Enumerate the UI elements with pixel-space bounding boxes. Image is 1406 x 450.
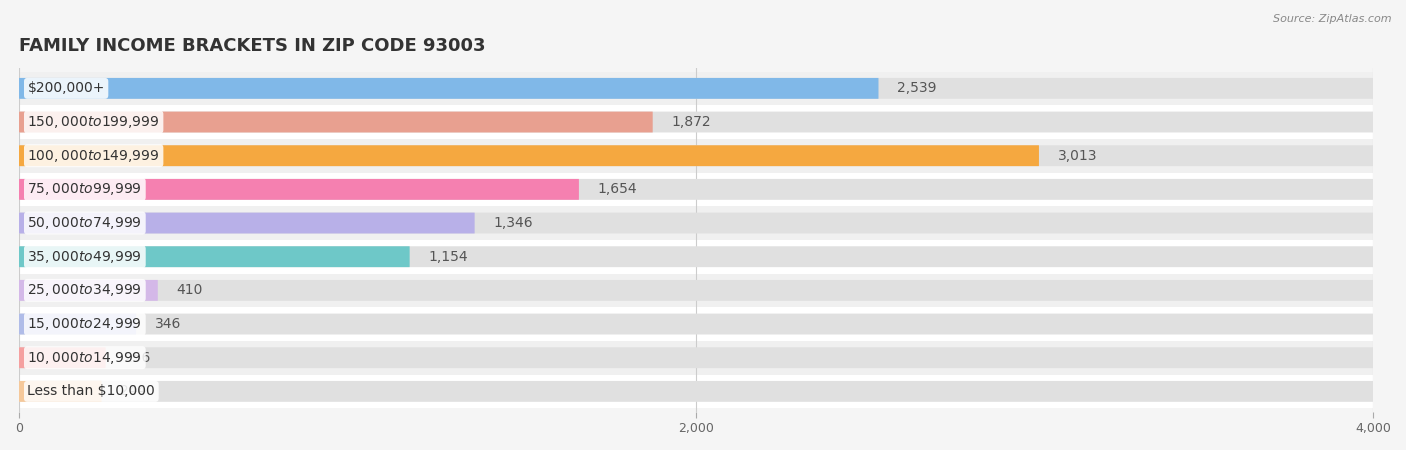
Text: Less than $10,000: Less than $10,000 bbox=[28, 384, 155, 398]
FancyBboxPatch shape bbox=[20, 179, 1374, 200]
Text: 256: 256 bbox=[124, 351, 150, 364]
Bar bbox=[0, 307, 1374, 341]
Bar bbox=[0, 172, 1374, 206]
FancyBboxPatch shape bbox=[20, 145, 1039, 166]
Text: $150,000 to $199,999: $150,000 to $199,999 bbox=[28, 114, 160, 130]
Bar bbox=[0, 206, 1374, 240]
FancyBboxPatch shape bbox=[20, 280, 157, 301]
Text: 410: 410 bbox=[176, 284, 202, 297]
Bar bbox=[0, 105, 1374, 139]
Bar bbox=[0, 72, 1374, 105]
Text: 1,154: 1,154 bbox=[429, 250, 468, 264]
FancyBboxPatch shape bbox=[20, 347, 1374, 368]
Text: 1,654: 1,654 bbox=[598, 182, 637, 196]
FancyBboxPatch shape bbox=[20, 280, 1374, 301]
FancyBboxPatch shape bbox=[20, 347, 105, 368]
Text: $25,000 to $34,999: $25,000 to $34,999 bbox=[28, 283, 142, 298]
FancyBboxPatch shape bbox=[20, 78, 1374, 99]
Text: Source: ZipAtlas.com: Source: ZipAtlas.com bbox=[1274, 14, 1392, 23]
FancyBboxPatch shape bbox=[20, 246, 1374, 267]
FancyBboxPatch shape bbox=[20, 179, 579, 200]
Text: 244: 244 bbox=[121, 384, 146, 398]
FancyBboxPatch shape bbox=[20, 212, 1374, 234]
FancyBboxPatch shape bbox=[20, 246, 409, 267]
FancyBboxPatch shape bbox=[20, 212, 475, 234]
FancyBboxPatch shape bbox=[20, 145, 1374, 166]
Text: $10,000 to $14,999: $10,000 to $14,999 bbox=[28, 350, 142, 366]
FancyBboxPatch shape bbox=[20, 381, 101, 402]
Text: FAMILY INCOME BRACKETS IN ZIP CODE 93003: FAMILY INCOME BRACKETS IN ZIP CODE 93003 bbox=[20, 37, 485, 55]
Text: $100,000 to $149,999: $100,000 to $149,999 bbox=[28, 148, 160, 164]
Bar bbox=[0, 341, 1374, 374]
FancyBboxPatch shape bbox=[20, 314, 136, 334]
Bar bbox=[0, 274, 1374, 307]
Text: $200,000+: $200,000+ bbox=[28, 81, 105, 95]
Text: 346: 346 bbox=[155, 317, 181, 331]
Text: 2,539: 2,539 bbox=[897, 81, 936, 95]
Text: $50,000 to $74,999: $50,000 to $74,999 bbox=[28, 215, 142, 231]
Bar bbox=[0, 240, 1374, 274]
FancyBboxPatch shape bbox=[20, 78, 879, 99]
Bar bbox=[0, 139, 1374, 172]
Text: $75,000 to $99,999: $75,000 to $99,999 bbox=[28, 181, 142, 198]
Text: $35,000 to $49,999: $35,000 to $49,999 bbox=[28, 249, 142, 265]
FancyBboxPatch shape bbox=[20, 112, 1374, 132]
Bar bbox=[0, 374, 1374, 408]
Text: 3,013: 3,013 bbox=[1057, 148, 1097, 163]
FancyBboxPatch shape bbox=[20, 112, 652, 132]
Text: 1,872: 1,872 bbox=[671, 115, 711, 129]
FancyBboxPatch shape bbox=[20, 314, 1374, 334]
Text: 1,346: 1,346 bbox=[494, 216, 533, 230]
FancyBboxPatch shape bbox=[20, 381, 1374, 402]
Text: $15,000 to $24,999: $15,000 to $24,999 bbox=[28, 316, 142, 332]
